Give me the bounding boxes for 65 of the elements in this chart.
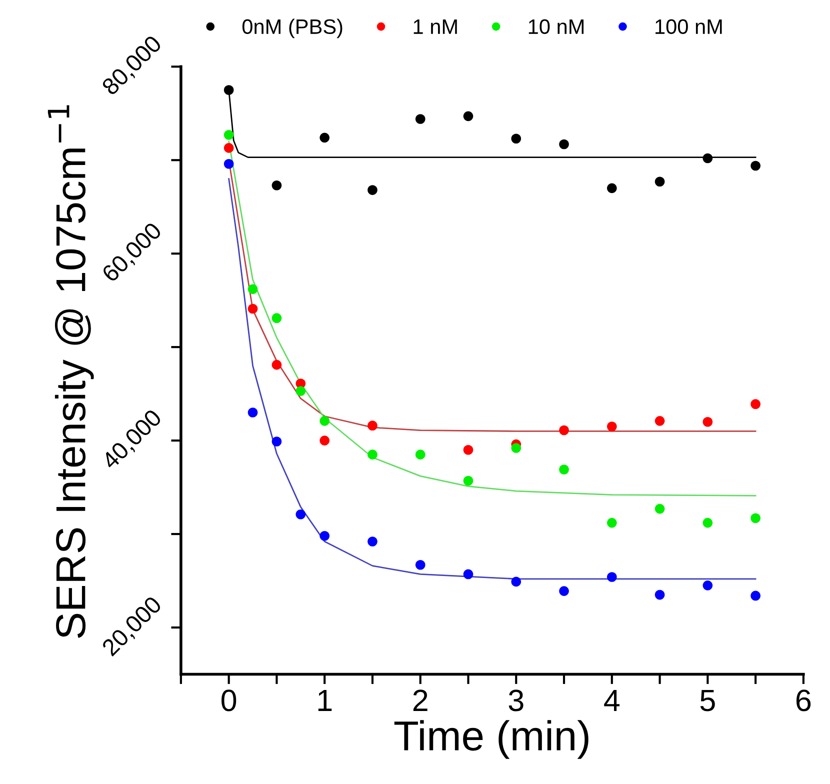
legend-label: 0nM (PBS)	[242, 18, 342, 38]
point	[606, 422, 617, 432]
x-tick-label: 3	[508, 690, 524, 712]
point	[248, 408, 258, 418]
legend-label: 100 nM	[656, 19, 722, 34]
point	[463, 111, 474, 122]
point	[702, 580, 713, 590]
point	[368, 450, 378, 460]
line-series	[228, 140, 756, 496]
y-axis-title: SERS Intensity @ 1075cm$^{−1}$	[48, 105, 94, 638]
point	[654, 590, 665, 600]
point	[320, 132, 330, 143]
x-tick-label: 6	[796, 690, 811, 712]
x-tick-label: 0	[222, 690, 236, 712]
x-tick-label: 1	[318, 690, 332, 711]
point	[750, 160, 760, 171]
point	[750, 513, 760, 524]
point	[559, 586, 569, 596]
point	[702, 416, 713, 427]
point	[368, 185, 378, 195]
point	[415, 114, 426, 124]
legend-label: 1 nM	[414, 20, 457, 34]
point	[224, 130, 234, 140]
point	[415, 560, 426, 570]
point	[654, 176, 665, 187]
point	[463, 444, 474, 455]
point	[559, 139, 569, 150]
point	[511, 134, 522, 144]
point	[750, 590, 760, 601]
point	[368, 420, 378, 430]
x-axis-title: Time (min)	[394, 720, 588, 759]
point	[606, 518, 617, 528]
point	[296, 386, 306, 396]
point	[750, 399, 760, 409]
point	[463, 476, 474, 486]
point	[463, 569, 474, 580]
point	[702, 518, 713, 528]
point	[296, 509, 306, 520]
point	[415, 450, 426, 460]
point	[559, 425, 569, 436]
point	[654, 504, 665, 514]
point	[224, 143, 234, 153]
point	[511, 443, 522, 453]
point	[320, 436, 330, 446]
point	[368, 536, 378, 546]
point	[702, 153, 713, 164]
point	[559, 464, 569, 474]
point	[511, 576, 522, 587]
x-tick-label: 2	[413, 690, 428, 711]
point	[224, 158, 234, 169]
point	[606, 572, 617, 582]
point	[272, 360, 282, 370]
x-tick-label: 5	[700, 690, 715, 712]
point	[654, 416, 665, 426]
legend-label: 10 nM	[528, 19, 584, 34]
point	[272, 313, 282, 324]
point	[248, 304, 258, 314]
point	[224, 85, 234, 95]
x-tick-label: 4	[604, 690, 620, 711]
point	[320, 416, 330, 426]
point	[248, 284, 258, 294]
point	[272, 436, 282, 446]
point	[606, 183, 617, 194]
point	[320, 530, 330, 541]
point	[272, 180, 282, 190]
